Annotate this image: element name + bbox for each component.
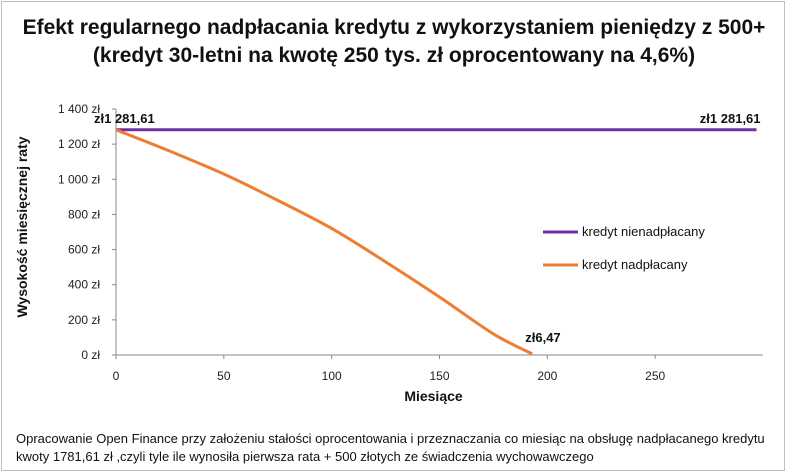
y-tick-label: 400 zł (68, 278, 100, 292)
series-line-kredyt-nadplacany (115, 128, 533, 356)
x-tick-label: 50 (217, 369, 231, 383)
y-tick-label: 1 200 zł (58, 137, 100, 151)
y-tick-label: 1 400 zł (58, 102, 100, 116)
y-tick-label: 800 zł (68, 207, 100, 221)
y-tick-label: 600 zł (68, 243, 100, 257)
x-axis-title: Miesiące (404, 388, 463, 404)
x-tick-label: 100 (322, 369, 342, 383)
legend-label-kredyt-nadplacany: kredyt nadpłacany (582, 257, 688, 272)
x-tick-label: 200 (537, 369, 557, 383)
data-label-end: zł1 281,61 (700, 111, 761, 126)
chart-title: Efekt regularnego nadpłacania kredytu z … (22, 16, 766, 67)
data-label-min: zł6,47 (525, 330, 560, 345)
x-tick-label: 250 (645, 369, 665, 383)
chart-footnote: Opracowanie Open Finance przy założeniu … (16, 431, 765, 464)
y-tick-label: 200 zł (68, 313, 100, 327)
x-tick-label: 150 (429, 369, 449, 383)
y-tick-label: 0 zł (81, 348, 100, 362)
y-tick-label: 1 000 zł (58, 172, 100, 186)
x-tick-label: 0 (113, 369, 120, 383)
y-axis-title: Wysokość miesięcznej raty (14, 136, 30, 317)
legend-label-kredyt-nienadplacany: kredyt nienadpłacany (582, 224, 705, 239)
data-label-start: zł1 281,61 (94, 111, 155, 126)
